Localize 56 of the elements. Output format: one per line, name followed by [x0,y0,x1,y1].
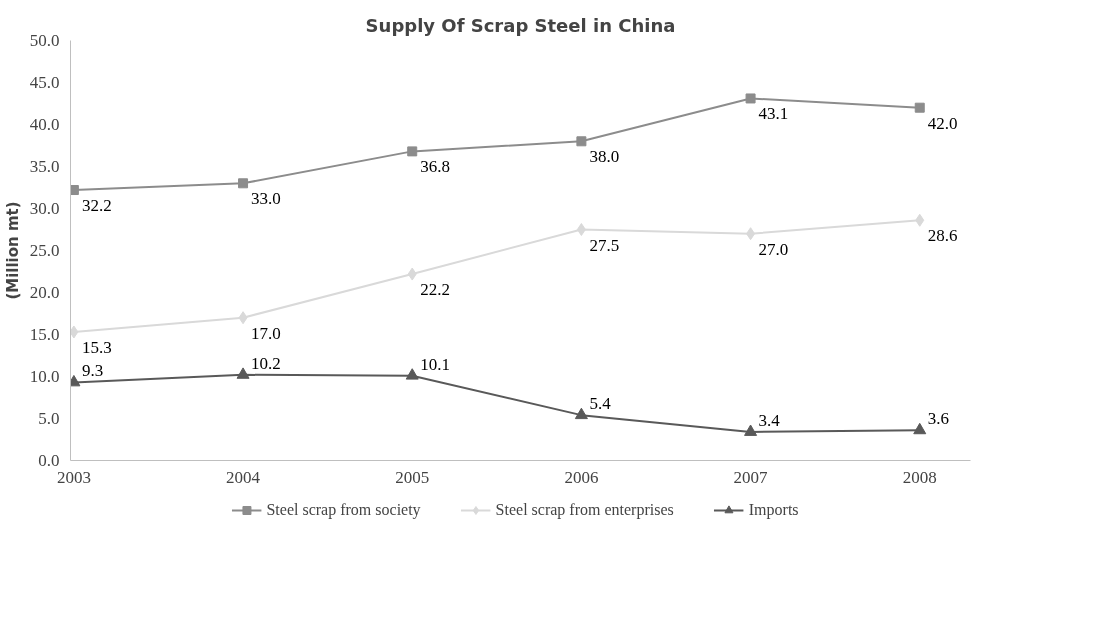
data-label: 38.0 [589,147,620,167]
y-tick-label: 45.0 [29,73,60,92]
y-tick-label: 30.0 [29,199,60,218]
data-label: 9.3 [81,361,104,381]
point [574,407,588,420]
data-label: 10.2 [251,353,281,373]
point [238,178,249,189]
data-label: 27.5 [589,235,620,255]
data-label: 3.4 [758,410,781,430]
point [744,424,758,436]
y-axis-title: (Million mt) [3,201,22,300]
y-tick-label: 40.0 [29,115,60,134]
legend-label: Imports [748,501,799,519]
chart-title: Supply Of Scrap Steel in China [365,14,676,36]
data-label: 42.0 [927,113,958,133]
y-tick-label: 10.0 [29,367,60,386]
point [236,367,250,379]
point [915,213,925,227]
data-label: 10.1 [420,354,450,374]
y-tick-label: 15.0 [29,325,60,344]
point [576,223,586,236]
x-tick-label: 2006 [564,467,599,487]
y-tick-label: 35.0 [29,157,60,176]
y-tick-label: 25.0 [29,241,60,260]
x-tick-label: 2003 [56,467,91,487]
point [407,267,417,281]
point [405,368,419,380]
data-label: 32.2 [81,196,112,216]
data-label: 27.0 [758,239,789,259]
data-label: 17.0 [251,323,281,343]
y-tick-label: 5.0 [38,409,60,428]
point [70,185,79,196]
data-label: 3.6 [927,409,949,429]
y-tick-label: 20.0 [29,283,60,302]
point [407,146,418,157]
point [914,102,925,113]
x-tick-label: 2005 [395,467,430,487]
data-label: 28.6 [927,226,958,246]
data-label: 22.2 [420,280,450,300]
y-tick-label: 0.0 [38,451,60,470]
point [746,227,756,241]
data-label: 5.4 [589,394,612,414]
x-tick-label: 2007 [733,467,769,487]
x-tick-label: 2004 [226,467,261,487]
data-label: 36.8 [420,157,450,177]
point [745,93,756,104]
legend-label: Steel scrap from enterprises [495,501,674,519]
data-label: 15.3 [81,337,112,357]
x-tick-label: 2008 [902,467,937,487]
point [238,311,248,325]
legend-label: Steel scrap from society [266,501,421,519]
data-label: 43.1 [758,104,789,124]
point [913,422,927,435]
y-tick-label: 50.0 [29,31,60,50]
data-label: 33.0 [251,189,281,209]
point [576,136,587,147]
